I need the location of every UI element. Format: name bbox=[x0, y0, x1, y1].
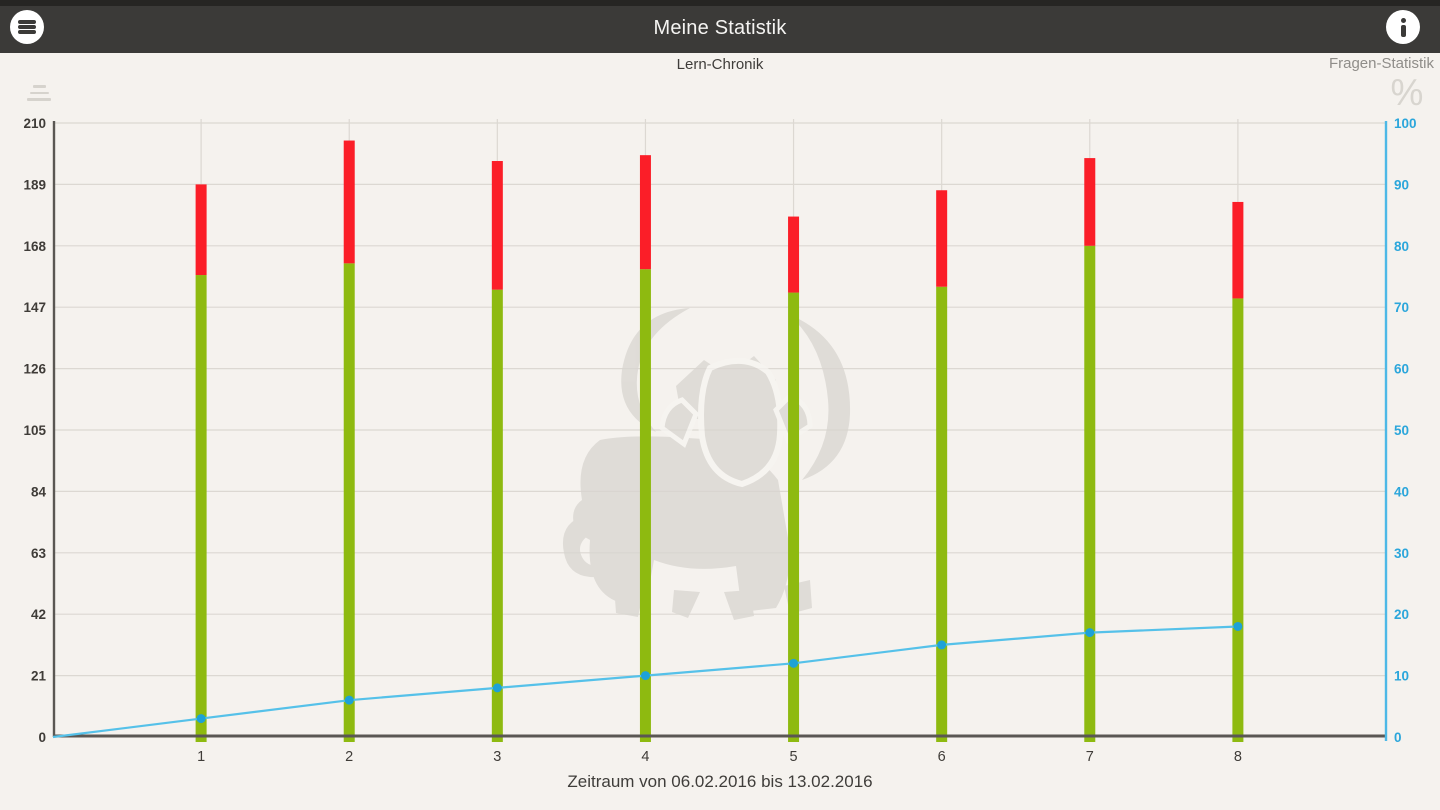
left-axis-tick-label: 0 bbox=[38, 730, 46, 745]
x-axis-category-label: 3 bbox=[493, 749, 501, 765]
right-axis-tick-label: 40 bbox=[1394, 484, 1409, 499]
period-label: Zeitraum von 06.02.2016 bis 13.02.2016 bbox=[567, 772, 873, 791]
left-chart-title: Lern-Chronik bbox=[676, 56, 764, 73]
bar-red-segment bbox=[788, 216, 800, 293]
left-axis-tick-label: 84 bbox=[31, 484, 47, 499]
left-axis-tick-label: 210 bbox=[23, 116, 46, 131]
bull-watermark-icon bbox=[562, 308, 851, 620]
right-axis-tick-label: 70 bbox=[1394, 300, 1409, 315]
bar-green-segment bbox=[1232, 298, 1244, 742]
bar-green-segment bbox=[491, 289, 503, 742]
right-axis-tick-label: 80 bbox=[1394, 239, 1409, 254]
bar-red-segment bbox=[491, 161, 503, 290]
status-bar bbox=[0, 0, 1440, 6]
info-icon bbox=[1400, 17, 1406, 37]
x-axis-category-label: 1 bbox=[197, 749, 205, 765]
right-axis-tick-label: 50 bbox=[1394, 423, 1409, 438]
line-marker bbox=[937, 640, 947, 650]
bar-green-segment bbox=[195, 275, 207, 742]
bar-green-segment bbox=[788, 292, 800, 742]
left-axis-tick-label: 63 bbox=[31, 546, 47, 561]
line-marker bbox=[1233, 621, 1243, 631]
left-axis-tick-label: 42 bbox=[31, 607, 46, 622]
x-axis-category-label: 4 bbox=[641, 749, 649, 765]
chart-bars bbox=[195, 140, 1244, 743]
x-axis-category-label: 5 bbox=[790, 749, 798, 765]
left-axis-tick-label: 21 bbox=[31, 669, 47, 684]
line-marker bbox=[196, 714, 206, 724]
page-title: Meine Statistik bbox=[653, 17, 787, 39]
left-axis-tick-label: 168 bbox=[23, 239, 46, 254]
x-axis-category-label: 2 bbox=[345, 749, 353, 765]
percent-icon: % bbox=[1390, 72, 1424, 113]
right-axis-tick-label: 60 bbox=[1394, 362, 1409, 377]
line-marker bbox=[1085, 628, 1095, 638]
left-axis-tick-label: 105 bbox=[23, 423, 46, 438]
bar-green-segment bbox=[936, 286, 948, 742]
left-axis-tick-label: 126 bbox=[23, 362, 46, 377]
hamburger-menu-icon bbox=[18, 19, 36, 36]
menu-button[interactable] bbox=[10, 10, 44, 44]
bar-green-segment bbox=[343, 263, 355, 742]
right-chart-title: Fragen-Statistik bbox=[1328, 55, 1434, 72]
bar-red-segment bbox=[936, 190, 948, 287]
right-axis-tick-label: 0 bbox=[1394, 730, 1402, 745]
line-marker bbox=[789, 658, 799, 668]
right-axis-tick-label: 100 bbox=[1394, 116, 1417, 131]
line-marker bbox=[344, 695, 354, 705]
x-axis-category-label: 6 bbox=[938, 749, 946, 765]
bar-red-segment bbox=[1232, 201, 1244, 299]
x-axis-category-label: 8 bbox=[1234, 749, 1242, 765]
bar-green-segment bbox=[639, 269, 651, 742]
right-axis-tick-label: 90 bbox=[1394, 177, 1409, 192]
chart-axes bbox=[52, 121, 1388, 741]
list-lines-icon bbox=[26, 85, 52, 105]
bar-red-segment bbox=[639, 155, 651, 270]
right-axis-tick-label: 10 bbox=[1394, 669, 1409, 684]
x-axis-category-label: 7 bbox=[1086, 749, 1094, 765]
chart-axis-labels: 0214263841051261471681892100102030405060… bbox=[23, 116, 1416, 765]
right-axis-tick-label: 30 bbox=[1394, 546, 1409, 561]
left-axis-tick-label: 147 bbox=[23, 300, 46, 315]
line-marker bbox=[492, 683, 502, 693]
line-marker bbox=[640, 671, 650, 681]
bar-red-segment bbox=[1084, 158, 1096, 246]
bar-red-segment bbox=[343, 140, 355, 264]
info-button[interactable] bbox=[1386, 10, 1420, 44]
app-bar: Meine Statistik bbox=[0, 0, 1440, 53]
right-axis-tick-label: 20 bbox=[1394, 607, 1409, 622]
left-axis-tick-label: 189 bbox=[23, 177, 46, 192]
bar-green-segment bbox=[1084, 245, 1096, 743]
bar-red-segment bbox=[195, 184, 207, 276]
chart-line-series bbox=[52, 621, 1243, 739]
